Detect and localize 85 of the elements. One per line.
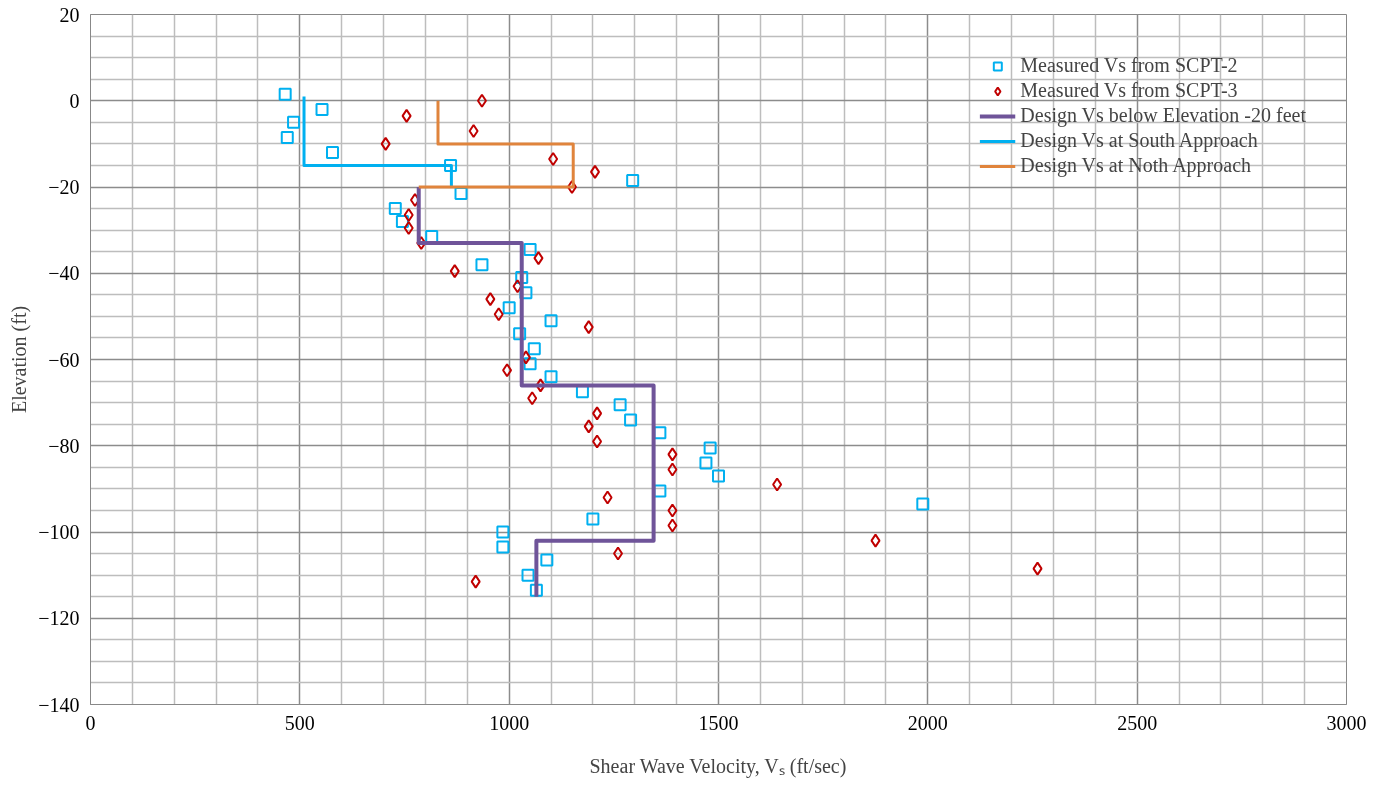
point (444, 158, 458, 172)
point (870, 533, 881, 548)
point (613, 398, 627, 412)
point (653, 484, 667, 498)
point (515, 271, 529, 285)
x-tick-label: 2000 (907, 711, 948, 734)
point (287, 115, 301, 129)
point (454, 186, 468, 200)
point (583, 320, 594, 335)
point (523, 243, 537, 257)
point (916, 497, 930, 511)
point (712, 469, 725, 483)
y-tick-label: −60 (48, 348, 80, 371)
point (470, 574, 481, 589)
point (493, 307, 504, 322)
x-axis-title: Shear Wave Velocity, Vₛ (ft/sec) (589, 754, 847, 778)
point (624, 413, 638, 427)
point (529, 583, 543, 597)
y-tick-label: −100 (38, 521, 80, 543)
y-tick-label: 0 (69, 89, 80, 112)
y-axis-title: Elevation (ft) (8, 305, 32, 414)
point (667, 503, 678, 518)
y-tick-label: −120 (38, 607, 80, 630)
point (449, 264, 460, 279)
y-tick-label: −80 (48, 434, 80, 457)
x-tick-label: 2500 (1117, 711, 1158, 734)
point (278, 87, 292, 101)
point (521, 568, 535, 582)
point (667, 447, 678, 462)
point (535, 378, 546, 393)
point (403, 208, 414, 223)
point (475, 258, 489, 272)
y-tick-label: −20 (48, 176, 80, 198)
point (667, 518, 678, 533)
point (380, 136, 391, 151)
point (667, 462, 678, 477)
point (401, 108, 412, 123)
point (315, 102, 329, 116)
x-tick-label: 1500 (698, 711, 739, 734)
point (602, 490, 613, 505)
point (566, 180, 577, 194)
point (476, 93, 487, 108)
point (613, 546, 624, 561)
point (325, 146, 339, 159)
point (544, 370, 558, 384)
point (523, 357, 537, 371)
point (533, 251, 544, 266)
point (416, 236, 427, 251)
point (513, 327, 527, 341)
x-tick-label: 3000 (1326, 711, 1367, 734)
point (527, 391, 538, 406)
point (592, 406, 603, 421)
point (527, 342, 541, 356)
point (548, 151, 559, 166)
point (583, 419, 594, 434)
y-tick-label: −40 (48, 262, 80, 285)
point (502, 363, 513, 378)
point (502, 301, 516, 315)
point (388, 202, 402, 216)
point (1032, 561, 1043, 576)
point (403, 220, 414, 235)
line-series (416, 185, 656, 599)
legend-label: Design Vs at Noth Approach (1020, 154, 1252, 177)
point (540, 553, 554, 567)
point (496, 540, 510, 554)
x-tick-label: 1000 (489, 711, 530, 734)
point (703, 441, 717, 455)
point (395, 215, 409, 228)
point (772, 477, 783, 492)
point (653, 426, 667, 440)
point (699, 456, 713, 470)
point (592, 434, 603, 449)
point (485, 292, 496, 307)
point (544, 314, 558, 328)
point (626, 174, 640, 188)
point (575, 385, 589, 399)
point (586, 512, 600, 526)
point (496, 525, 510, 539)
y-tick-label: 20 (59, 3, 80, 26)
y-tick-label: −140 (38, 693, 80, 716)
point (589, 164, 600, 179)
point (468, 123, 479, 138)
point (280, 130, 294, 144)
x-tick-label: 500 (284, 711, 315, 734)
x-tick-label: 0 (85, 711, 96, 734)
